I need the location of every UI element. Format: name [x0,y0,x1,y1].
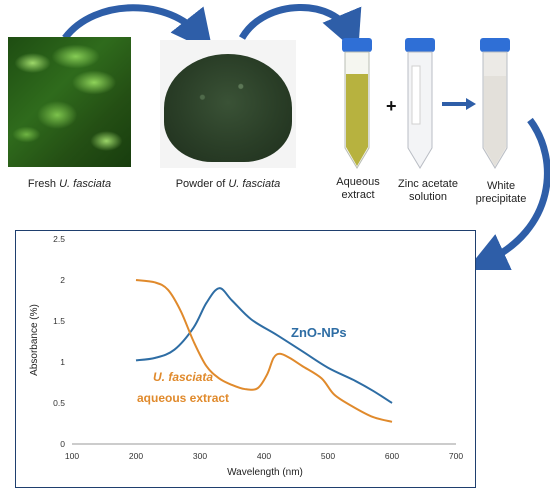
y-tick-label: 0 [60,439,65,449]
y-tick-label: 1 [60,357,65,367]
x-tick-labels: 100 200 300 400 500 600 700 [65,451,463,461]
x-axis-label: Wavelength (nm) [227,467,303,478]
y-tick-label: 2.5 [53,234,65,244]
fresh-algae-photo [8,37,131,167]
x-tick-label: 100 [65,451,79,461]
fresh-caption: Fresh U. fasciata [27,178,112,190]
zinc-acetate-tube [405,38,435,169]
x-tick-label: 400 [257,451,271,461]
y-axis-label: Absorbance (%) [29,304,40,376]
legend-extract-line1: U. fasciata [153,370,213,384]
y-tick-label: 2 [60,275,65,285]
plus-sign: + [386,96,397,116]
powder-caption: Powder of U. fasciata [175,178,281,190]
x-tick-label: 500 [321,451,335,461]
zno-nps-series-line [135,287,393,404]
chart-frame [15,230,476,488]
legend-extract-line2: aqueous extract [137,391,229,405]
x-tick-label: 200 [129,451,143,461]
powder-pile [164,54,292,162]
series-lines [135,279,393,423]
white-precipitate-caption: White precipitate [475,180,527,205]
y-tick-labels: 0 0.5 1 1.5 2 2.5 [53,234,65,449]
aqueous-extract-tube [342,38,372,169]
x-tick-label: 700 [449,451,463,461]
tubes-group: + [342,38,510,169]
aqueous-extract-caption: Aqueous extract [336,176,380,201]
arrow-fresh-to-powder [62,4,214,53]
process-arrows [62,4,550,270]
white-precipitate-tube [480,38,510,169]
x-tick-label: 600 [385,451,399,461]
arrow-to-chart [465,117,550,270]
y-tick-label: 1.5 [53,316,65,326]
absorbance-chart: 100 200 300 400 500 600 700 0 0.5 1 1.5 2 2.5 Wavel… [29,234,463,478]
powder-photo [160,40,296,168]
arrow-powder-to-extract [238,4,362,54]
zinc-acetate-caption: Zinc acetate solution [398,178,458,203]
legend-zno: ZnO-NPs [291,325,347,340]
x-tick-label: 300 [193,451,207,461]
y-tick-label: 0.5 [53,398,65,408]
extract-series-line [135,279,393,423]
